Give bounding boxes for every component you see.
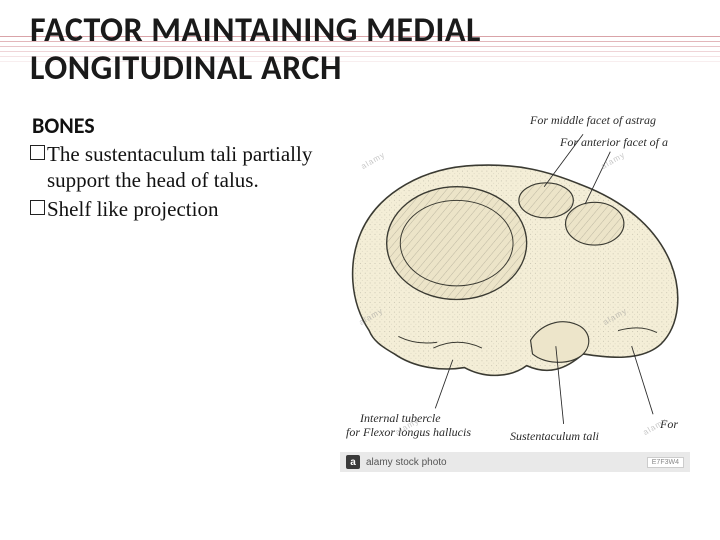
anatomy-label: Internal tubercle (360, 412, 441, 425)
text-column: BONES The sustentaculum tali partially s… (30, 112, 330, 224)
credit-text: alamy stock photo (366, 457, 447, 468)
bullet-item: The sustentaculum tali partially support… (30, 141, 330, 194)
title-block: FACTOR MAINTAINING MEDIAL LONGITUDINAL A… (30, 12, 690, 88)
body-row: BONES The sustentaculum tali partially s… (30, 112, 690, 472)
credit-code: E7F3W4 (647, 457, 684, 468)
bullet-box-icon (30, 145, 45, 160)
anatomy-label: For anterior facet of a (560, 136, 668, 149)
slide: FACTOR MAINTAINING MEDIAL LONGITUDINAL A… (0, 0, 720, 540)
alamy-logo-icon: a (346, 455, 360, 469)
bullet-box-icon (30, 200, 45, 215)
stock-credit-bar: a alamy stock photo E7F3W4 (340, 452, 690, 472)
figure-column: For middle facet of astrag For anterior f… (340, 112, 690, 472)
anatomy-figure: For middle facet of astrag For anterior f… (340, 112, 690, 472)
slide-title: FACTOR MAINTAINING MEDIAL LONGITUDINAL A… (30, 12, 690, 88)
anatomy-label: Sustentaculum tali (510, 430, 599, 443)
bullet-text: Shelf like projection (47, 196, 330, 222)
bullet-item: Shelf like projection (30, 196, 330, 222)
bullet-text: The sustentaculum tali partially support… (47, 141, 330, 194)
subheading-bones: BONES (30, 112, 330, 139)
anatomy-label: For middle facet of astrag (530, 114, 656, 127)
bone-illustration (340, 112, 690, 452)
